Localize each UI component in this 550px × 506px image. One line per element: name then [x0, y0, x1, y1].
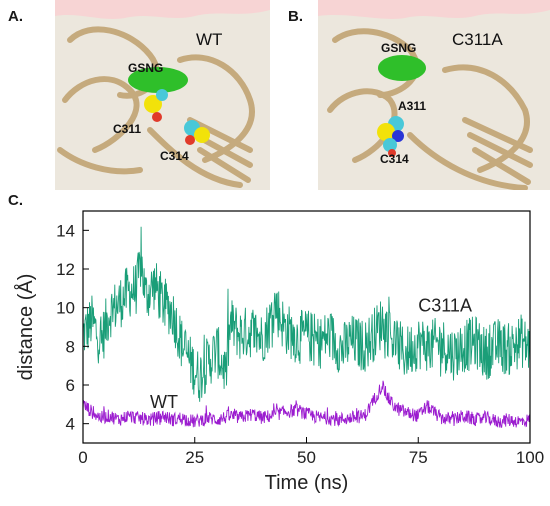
- panel-a-render: WT GSNG C311 C314: [55, 0, 270, 190]
- series-label-wt: WT: [150, 392, 178, 412]
- y-tick-label: 14: [56, 221, 75, 240]
- panel-b-residue-1-label: A311: [398, 99, 426, 113]
- panel-a-variant-label: WT: [196, 30, 222, 49]
- panel-a-residue-1-label: C311: [113, 122, 141, 136]
- distance-chart: 0 25 50 75 100 4 6 8 10 12 14 C311A WT Time (ns) d…: [14, 210, 544, 494]
- panel-b-structure: C311A GSNG A311 C314 B.: [280, 0, 550, 191]
- series-label-c311a: C311A: [418, 296, 472, 316]
- membrane-surface: [55, 0, 270, 19]
- c314-carbon-atom: [383, 138, 397, 152]
- c311-carbon-atom: [156, 89, 168, 101]
- panel-a-structure: WT GSNG C311 C314 A.: [0, 0, 270, 190]
- panel-a-residue-2-label: C314: [160, 149, 189, 163]
- gsng-ligand-blob: [378, 55, 426, 81]
- y-tick-label: 12: [56, 260, 75, 279]
- protein-cartoon: [57, 26, 255, 188]
- c311-sulfur-atom: [144, 95, 162, 113]
- panel-b-gsng-label: GSNG: [381, 41, 416, 55]
- x-tick-label: 0: [78, 448, 87, 467]
- a311-nitrogen-atom: [392, 130, 404, 142]
- x-tick-label: 50: [297, 448, 316, 467]
- x-tick-label: 25: [185, 448, 204, 467]
- panel-b-letter: B.: [288, 8, 303, 25]
- y-tick-label: 6: [66, 376, 75, 395]
- c314-oxygen-atom: [388, 149, 396, 157]
- c311-oxygen-atom: [152, 112, 162, 122]
- y-axis-title: distance (Å): [14, 274, 37, 381]
- panel-a-gsng-label: GSNG: [128, 61, 163, 75]
- c314-sulfur-atom: [377, 123, 395, 141]
- x-tick-label: 75: [409, 448, 428, 467]
- x-axis-title: Time (ns): [265, 472, 349, 494]
- panel-b-residue-2-label: C314: [380, 152, 409, 166]
- x-axis-ticks: 0 25 50 75 100: [78, 437, 544, 467]
- y-tick-label: 10: [56, 299, 75, 318]
- gsng-ligand-blob: [128, 67, 188, 93]
- y-tick-label: 4: [66, 415, 75, 434]
- series-line-wt: [82, 380, 531, 428]
- panel-b-render: C311A GSNG A311 C314: [318, 0, 550, 191]
- c314-sulfur-atom: [194, 127, 210, 143]
- y-axis-ticks: 4 6 8 10 12 14: [56, 221, 89, 434]
- plot-lines: [82, 226, 531, 428]
- panel-c-chart: C. 0 25 50 75 100 4 6 8 10 12 14 C311A WT Time (ns…: [0, 190, 550, 501]
- series-line-c311a: [82, 226, 531, 402]
- protein-cartoon: [327, 28, 533, 191]
- panel-c-letter: C.: [8, 192, 23, 209]
- panel-b-variant-label: C311A: [452, 30, 503, 49]
- c314-oxygen-atom: [185, 135, 195, 145]
- membrane-surface: [318, 0, 550, 19]
- x-tick-label: 100: [516, 448, 544, 467]
- y-tick-label: 8: [66, 337, 75, 356]
- series-labels: C311A WT: [150, 296, 472, 413]
- panel-a-letter: A.: [8, 8, 23, 25]
